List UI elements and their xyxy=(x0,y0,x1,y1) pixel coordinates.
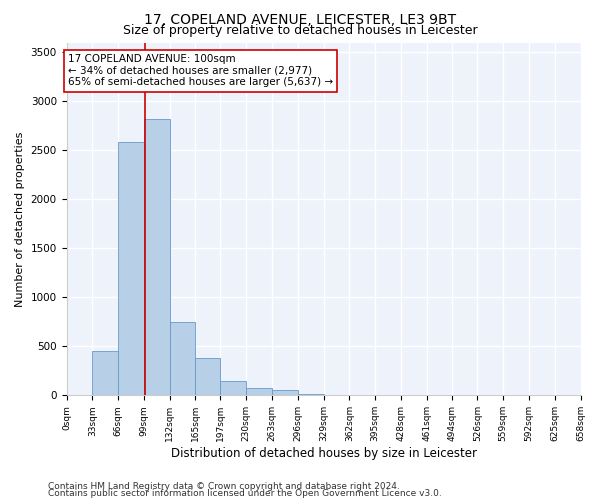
Text: 17, COPELAND AVENUE, LEICESTER, LE3 9BT: 17, COPELAND AVENUE, LEICESTER, LE3 9BT xyxy=(144,12,456,26)
X-axis label: Distribution of detached houses by size in Leicester: Distribution of detached houses by size … xyxy=(170,447,476,460)
Text: Contains HM Land Registry data © Crown copyright and database right 2024.: Contains HM Land Registry data © Crown c… xyxy=(48,482,400,491)
Bar xyxy=(92,351,118,396)
Bar xyxy=(298,394,323,396)
Y-axis label: Number of detached properties: Number of detached properties xyxy=(15,131,25,306)
Bar xyxy=(196,358,220,396)
Bar xyxy=(246,388,272,396)
Text: 17 COPELAND AVENUE: 100sqm
← 34% of detached houses are smaller (2,977)
65% of s: 17 COPELAND AVENUE: 100sqm ← 34% of deta… xyxy=(68,54,333,88)
Bar xyxy=(170,322,196,396)
Bar xyxy=(118,142,144,396)
Bar xyxy=(272,390,298,396)
Bar xyxy=(220,381,246,396)
Bar xyxy=(144,119,170,396)
Text: Contains public sector information licensed under the Open Government Licence v3: Contains public sector information licen… xyxy=(48,489,442,498)
Text: Size of property relative to detached houses in Leicester: Size of property relative to detached ho… xyxy=(122,24,478,37)
